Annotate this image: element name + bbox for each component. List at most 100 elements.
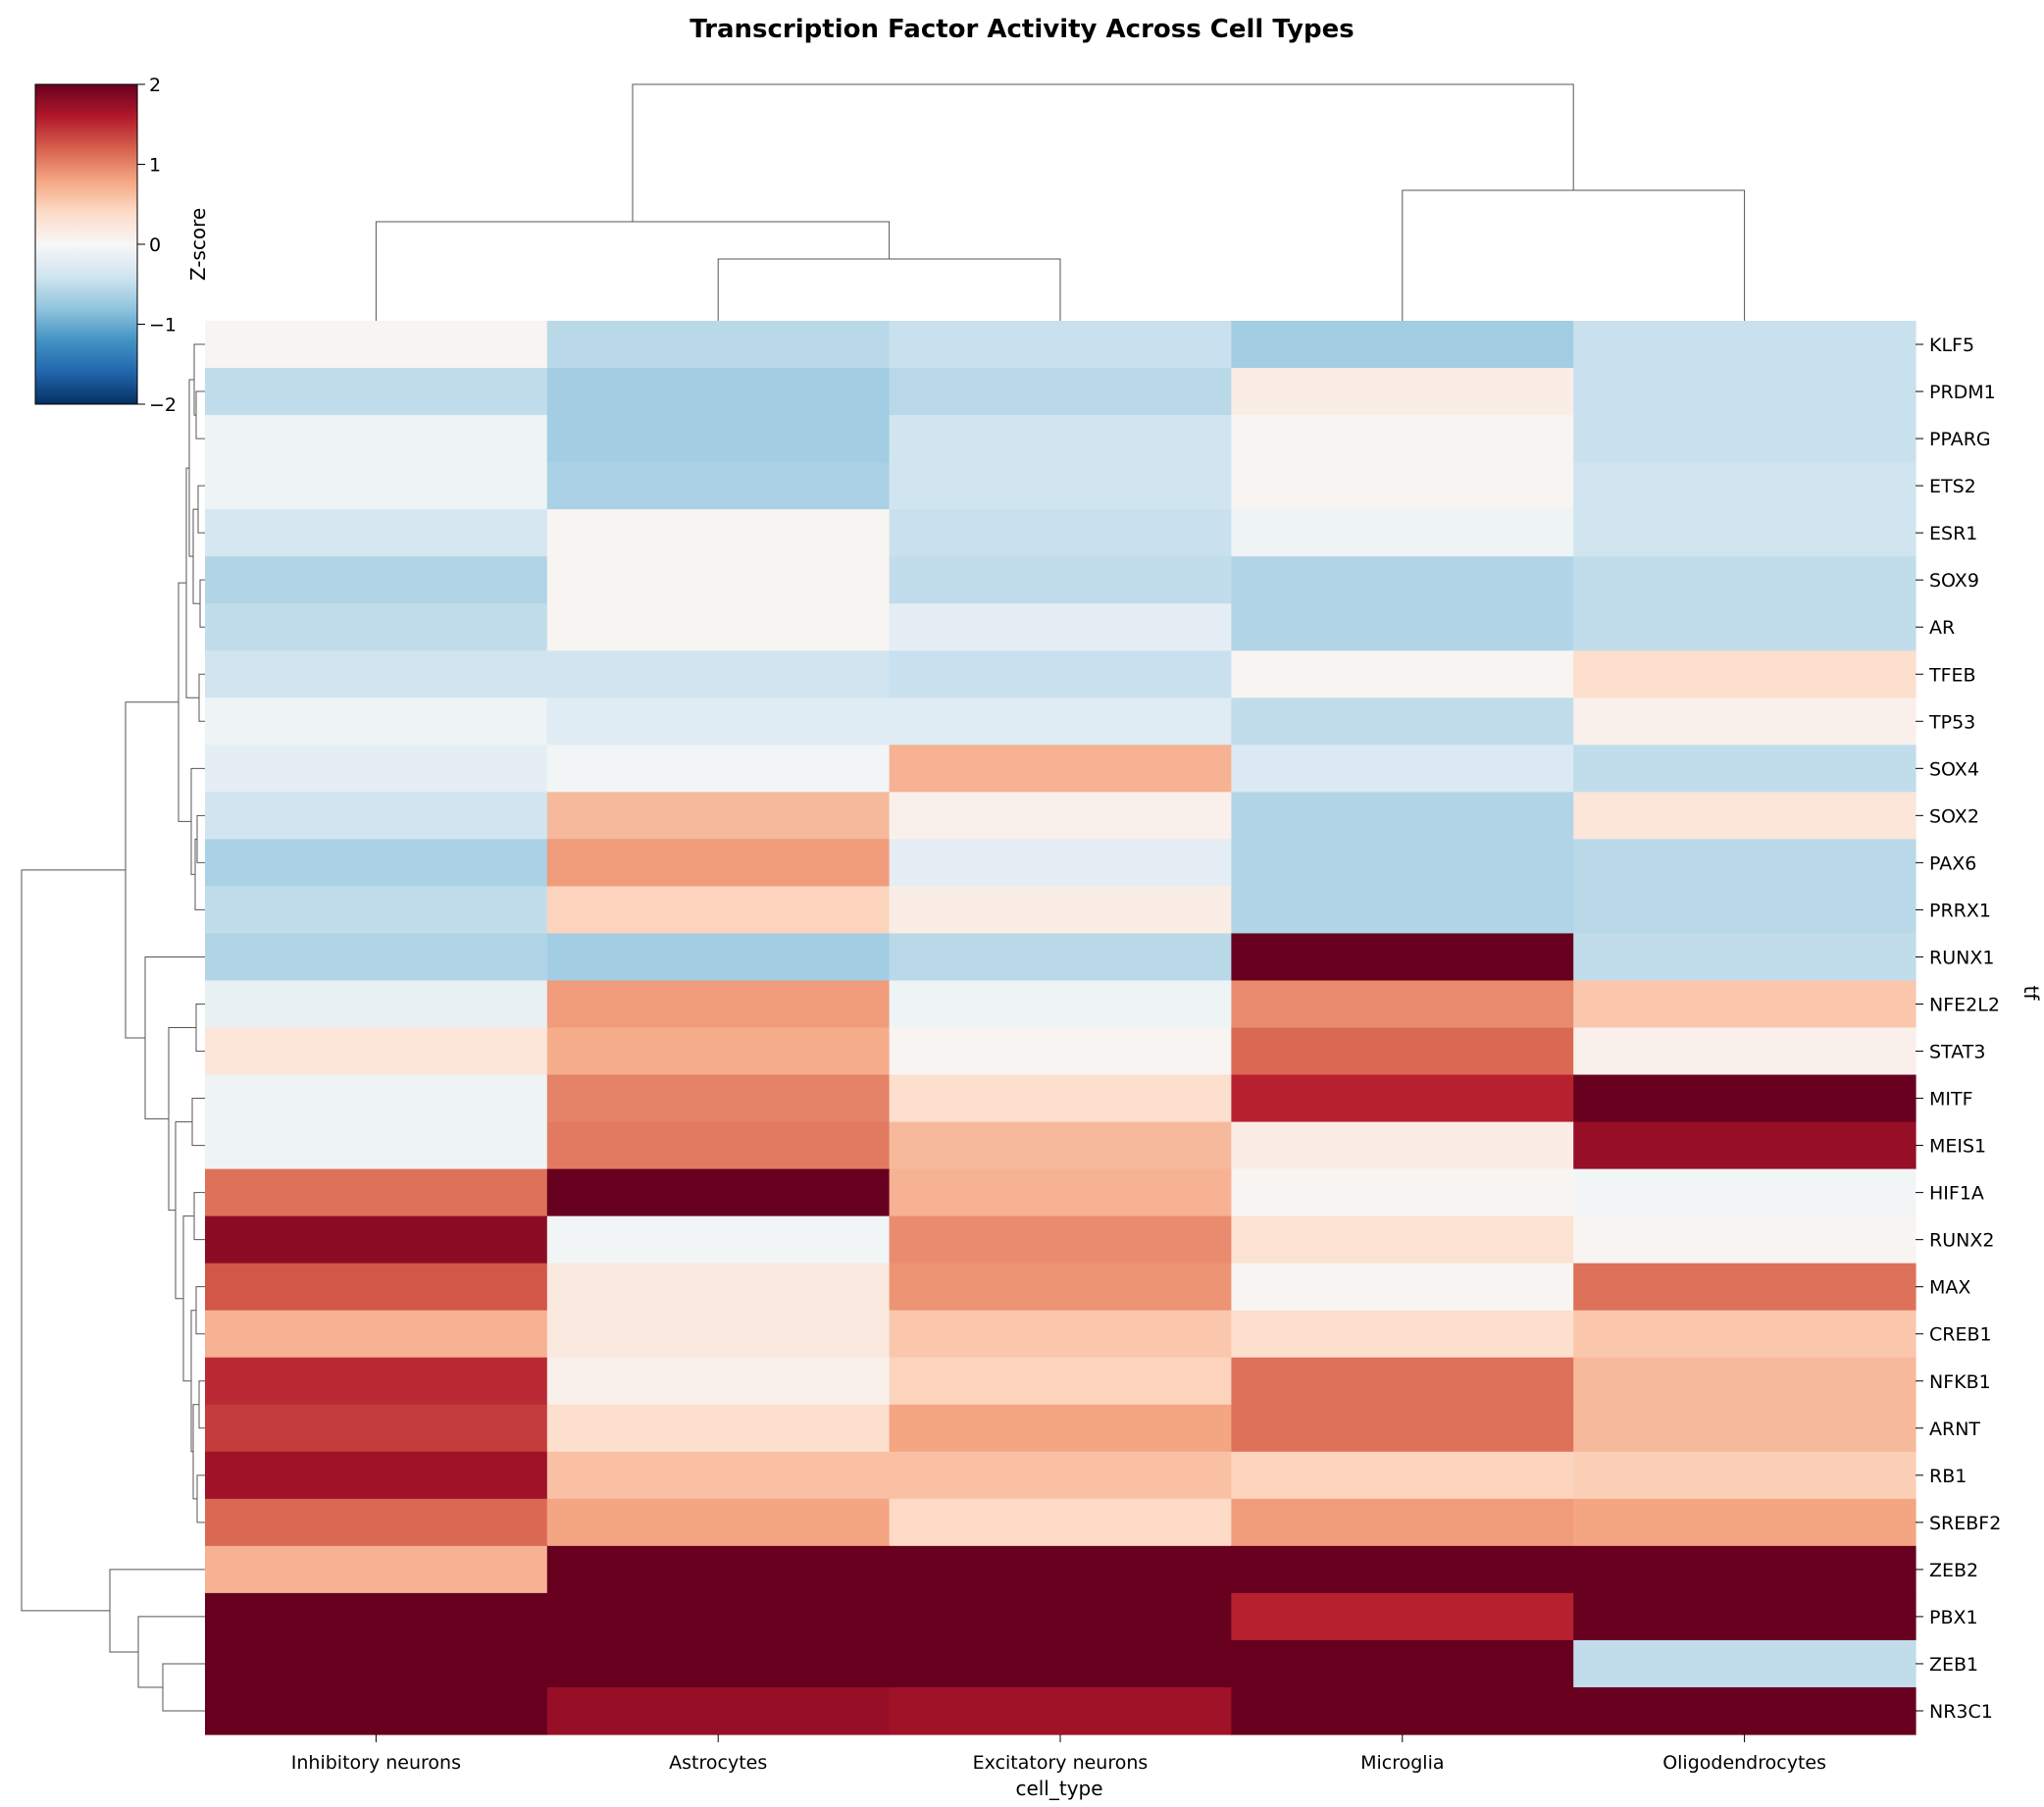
heatmap-cell	[1573, 1592, 1916, 1641]
heatmap-cell	[205, 1592, 548, 1641]
row-dendrogram	[21, 343, 205, 1712]
column-label: Inhibitory neurons	[291, 1752, 461, 1774]
heatmap-cell	[205, 1686, 548, 1735]
row-label: SOX4	[1929, 758, 1979, 780]
heatmap-cell	[205, 839, 548, 887]
row-dendrogram-link	[190, 767, 205, 875]
column-dendrogram	[375, 83, 1746, 321]
heatmap-cell	[1231, 650, 1574, 698]
heatmap-cell	[1573, 886, 1916, 935]
heatmap-cell	[889, 886, 1232, 935]
heatmap-cell	[889, 462, 1232, 510]
heatmap-cell	[546, 1074, 891, 1123]
column-dendrogram-link	[632, 83, 1574, 222]
heatmap-cell	[205, 1404, 548, 1453]
colorbar-tick-label: 2	[149, 75, 161, 96]
column-label: Microglia	[1360, 1752, 1444, 1774]
heatmap-cell	[889, 509, 1232, 557]
heatmap-cell	[1573, 1215, 1916, 1265]
heatmap-cell	[205, 462, 548, 510]
heatmap-cell	[1231, 839, 1574, 887]
heatmap-cell	[889, 792, 1232, 840]
row-label: PRRX1	[1929, 900, 1991, 921]
heatmap-cell	[205, 1263, 548, 1312]
heatmap-cell	[546, 556, 891, 604]
heatmap-cell	[1573, 462, 1916, 510]
heatmap-cell	[1231, 1168, 1574, 1217]
colorbar: 2 1 0 −1 −2	[34, 75, 177, 416]
row-dendrogram-link	[195, 1286, 205, 1335]
heatmap-cell	[1573, 603, 1916, 651]
heatmap-cell	[546, 1263, 891, 1312]
heatmap-cell	[205, 415, 548, 463]
heatmap-cell	[1573, 1027, 1916, 1076]
heatmap-cell	[546, 1357, 891, 1406]
row-dendrogram-link	[193, 1192, 205, 1241]
heatmap-cell	[205, 1451, 548, 1500]
row-dendrogram-link	[195, 390, 205, 439]
heatmap-cell	[889, 1545, 1232, 1594]
heatmap-cell	[546, 839, 891, 887]
column-labels: Inhibitory neurons Astrocytes Excitatory n…	[291, 1734, 1826, 1774]
heatmap-cell	[889, 650, 1232, 698]
heatmap-cell	[546, 321, 891, 369]
heatmap-cell	[546, 792, 891, 840]
row-dendrogram-link	[182, 1215, 194, 1382]
column-label: Excitatory neurons	[973, 1752, 1149, 1774]
heatmap-cell	[546, 1639, 891, 1688]
heatmap-cell	[1231, 1263, 1574, 1312]
heatmap-cell	[1573, 650, 1916, 698]
heatmap-cell	[546, 1592, 891, 1641]
heatmap-cell	[205, 1639, 548, 1688]
heatmap-cell	[889, 321, 1232, 369]
row-dendrogram-link	[109, 1569, 205, 1653]
row-label: PAX6	[1929, 852, 1976, 874]
row-label: SOX2	[1929, 805, 1979, 827]
y-axis-label: tf	[2019, 986, 2043, 1002]
heatmap-cell	[546, 1027, 891, 1076]
heatmap-cell	[1231, 792, 1574, 840]
heatmap-cell	[889, 1263, 1232, 1312]
row-label: NFKB1	[1929, 1371, 1991, 1393]
heatmap-cell	[889, 415, 1232, 463]
row-label: HIF1A	[1929, 1183, 1984, 1205]
colorbar-label: Z-score	[186, 208, 210, 281]
row-dendrogram-link	[198, 1380, 205, 1429]
row-dendrogram-link	[21, 869, 126, 1612]
heatmap-cell	[889, 1357, 1232, 1406]
heatmap-cell	[889, 603, 1232, 651]
row-dendrogram-link	[125, 701, 179, 1039]
heatmap-cell	[1573, 556, 1916, 604]
heatmap-cell	[1573, 1545, 1916, 1594]
heatmap-cell	[205, 697, 548, 746]
heatmap-cell	[546, 415, 891, 463]
row-dendrogram-link	[192, 508, 200, 604]
heatmap-cell	[1231, 1404, 1574, 1453]
row-label: SOX9	[1929, 570, 1979, 592]
column-dendrogram-link	[717, 258, 1061, 321]
heatmap-cell	[205, 886, 548, 935]
row-label: RUNX1	[1929, 947, 1994, 968]
row-label: RB1	[1929, 1466, 1967, 1487]
heatmap-cell	[1573, 1121, 1916, 1170]
row-label: MITF	[1929, 1089, 1973, 1110]
heatmap-cell	[1573, 1310, 1916, 1359]
heatmap-cell	[546, 1404, 891, 1453]
heatmap-cell	[546, 980, 891, 1029]
heatmap-cell	[1573, 1357, 1916, 1406]
row-label: ZEB2	[1929, 1560, 1978, 1581]
heatmap-cell	[1573, 933, 1916, 982]
row-dendrogram-link	[199, 579, 205, 628]
heatmap-cell	[205, 792, 548, 840]
heatmap-cell	[205, 1215, 548, 1265]
heatmap-cell	[546, 1310, 891, 1359]
heatmap-cell	[205, 321, 548, 369]
row-label: TP53	[1928, 711, 1975, 733]
heatmap-cell	[546, 509, 891, 557]
heatmap-cell	[1231, 1498, 1574, 1547]
chart-title: Transcription Factor Activity Across Cel…	[690, 15, 1354, 44]
heatmap-cell	[1231, 1121, 1574, 1170]
colorbar-tick-label: −2	[149, 394, 177, 416]
heatmap-cell	[1573, 1404, 1916, 1453]
